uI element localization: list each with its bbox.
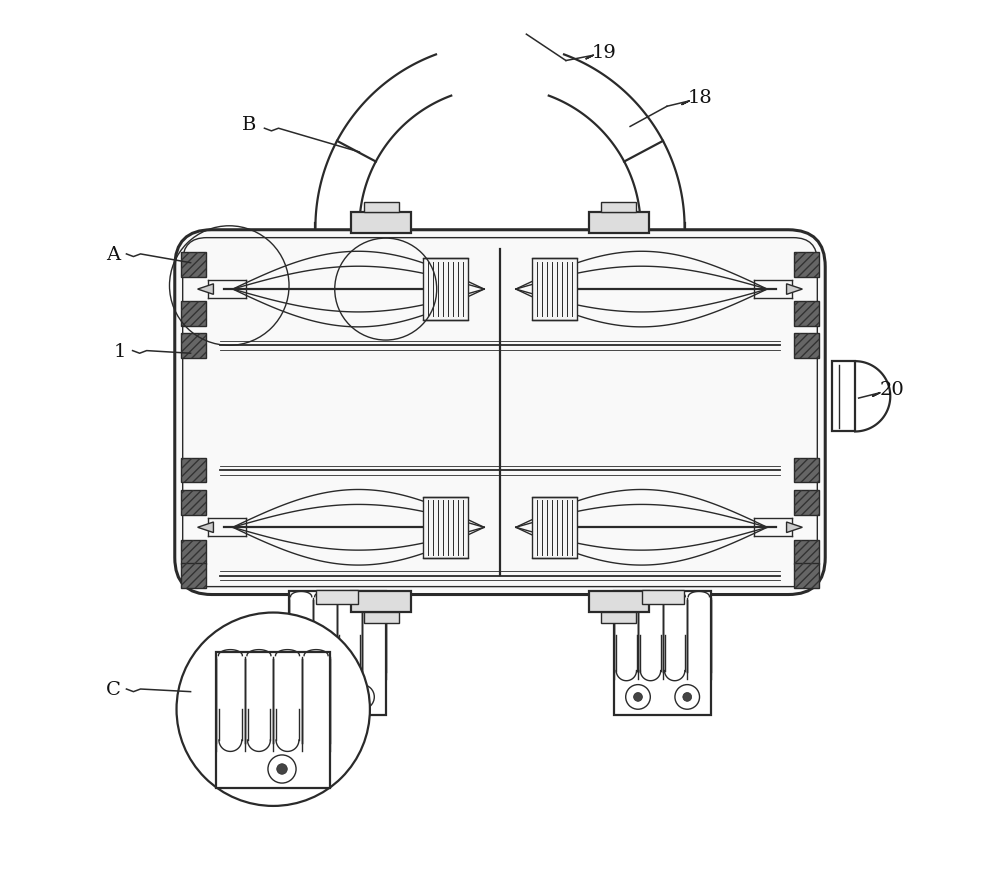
- Bar: [181, 540, 206, 565]
- Bar: [181, 564, 206, 588]
- Bar: [601, 202, 636, 212]
- Bar: [794, 540, 819, 565]
- Circle shape: [268, 755, 296, 783]
- Bar: [794, 302, 819, 327]
- Bar: [794, 253, 819, 277]
- Bar: [794, 458, 819, 483]
- Bar: [351, 592, 411, 613]
- Bar: [832, 362, 855, 432]
- Circle shape: [300, 685, 325, 709]
- Bar: [794, 253, 819, 277]
- Polygon shape: [198, 522, 213, 533]
- Bar: [794, 302, 819, 327]
- Bar: [794, 564, 819, 588]
- Bar: [181, 302, 206, 327]
- Bar: [532, 259, 577, 320]
- Circle shape: [634, 693, 642, 702]
- Bar: [181, 458, 206, 483]
- Bar: [181, 253, 206, 277]
- Bar: [423, 497, 468, 558]
- Bar: [181, 540, 206, 565]
- Bar: [181, 491, 206, 515]
- Text: 1: 1: [114, 342, 126, 360]
- Bar: [181, 302, 206, 327]
- Circle shape: [675, 685, 700, 709]
- Bar: [216, 652, 330, 788]
- Circle shape: [626, 685, 650, 709]
- Bar: [794, 540, 819, 565]
- Circle shape: [308, 693, 317, 702]
- Bar: [289, 592, 386, 715]
- Bar: [589, 592, 649, 613]
- Bar: [589, 212, 649, 234]
- Polygon shape: [787, 522, 802, 533]
- Bar: [181, 253, 206, 277]
- Circle shape: [683, 693, 692, 702]
- Circle shape: [350, 685, 374, 709]
- Polygon shape: [198, 284, 213, 295]
- Bar: [642, 590, 684, 604]
- Bar: [181, 564, 206, 588]
- Bar: [794, 458, 819, 483]
- Bar: [316, 590, 358, 604]
- Text: B: B: [242, 116, 257, 133]
- Bar: [423, 259, 468, 320]
- Text: C: C: [106, 680, 121, 698]
- FancyBboxPatch shape: [175, 230, 825, 595]
- Bar: [351, 212, 411, 234]
- Circle shape: [358, 693, 366, 702]
- Bar: [794, 491, 819, 515]
- Polygon shape: [787, 284, 802, 295]
- Bar: [181, 334, 206, 358]
- Bar: [794, 334, 819, 358]
- Bar: [181, 334, 206, 358]
- Bar: [181, 458, 206, 483]
- Bar: [364, 613, 399, 623]
- Text: 19: 19: [591, 44, 616, 61]
- Bar: [532, 497, 577, 558]
- Text: 18: 18: [688, 90, 713, 107]
- Bar: [794, 491, 819, 515]
- Bar: [794, 334, 819, 358]
- Bar: [601, 613, 636, 623]
- Bar: [614, 592, 711, 715]
- Circle shape: [277, 764, 287, 774]
- Bar: [364, 202, 399, 212]
- Circle shape: [177, 613, 370, 806]
- Text: A: A: [106, 246, 120, 263]
- Bar: [794, 564, 819, 588]
- Bar: [181, 491, 206, 515]
- Text: 20: 20: [880, 381, 904, 399]
